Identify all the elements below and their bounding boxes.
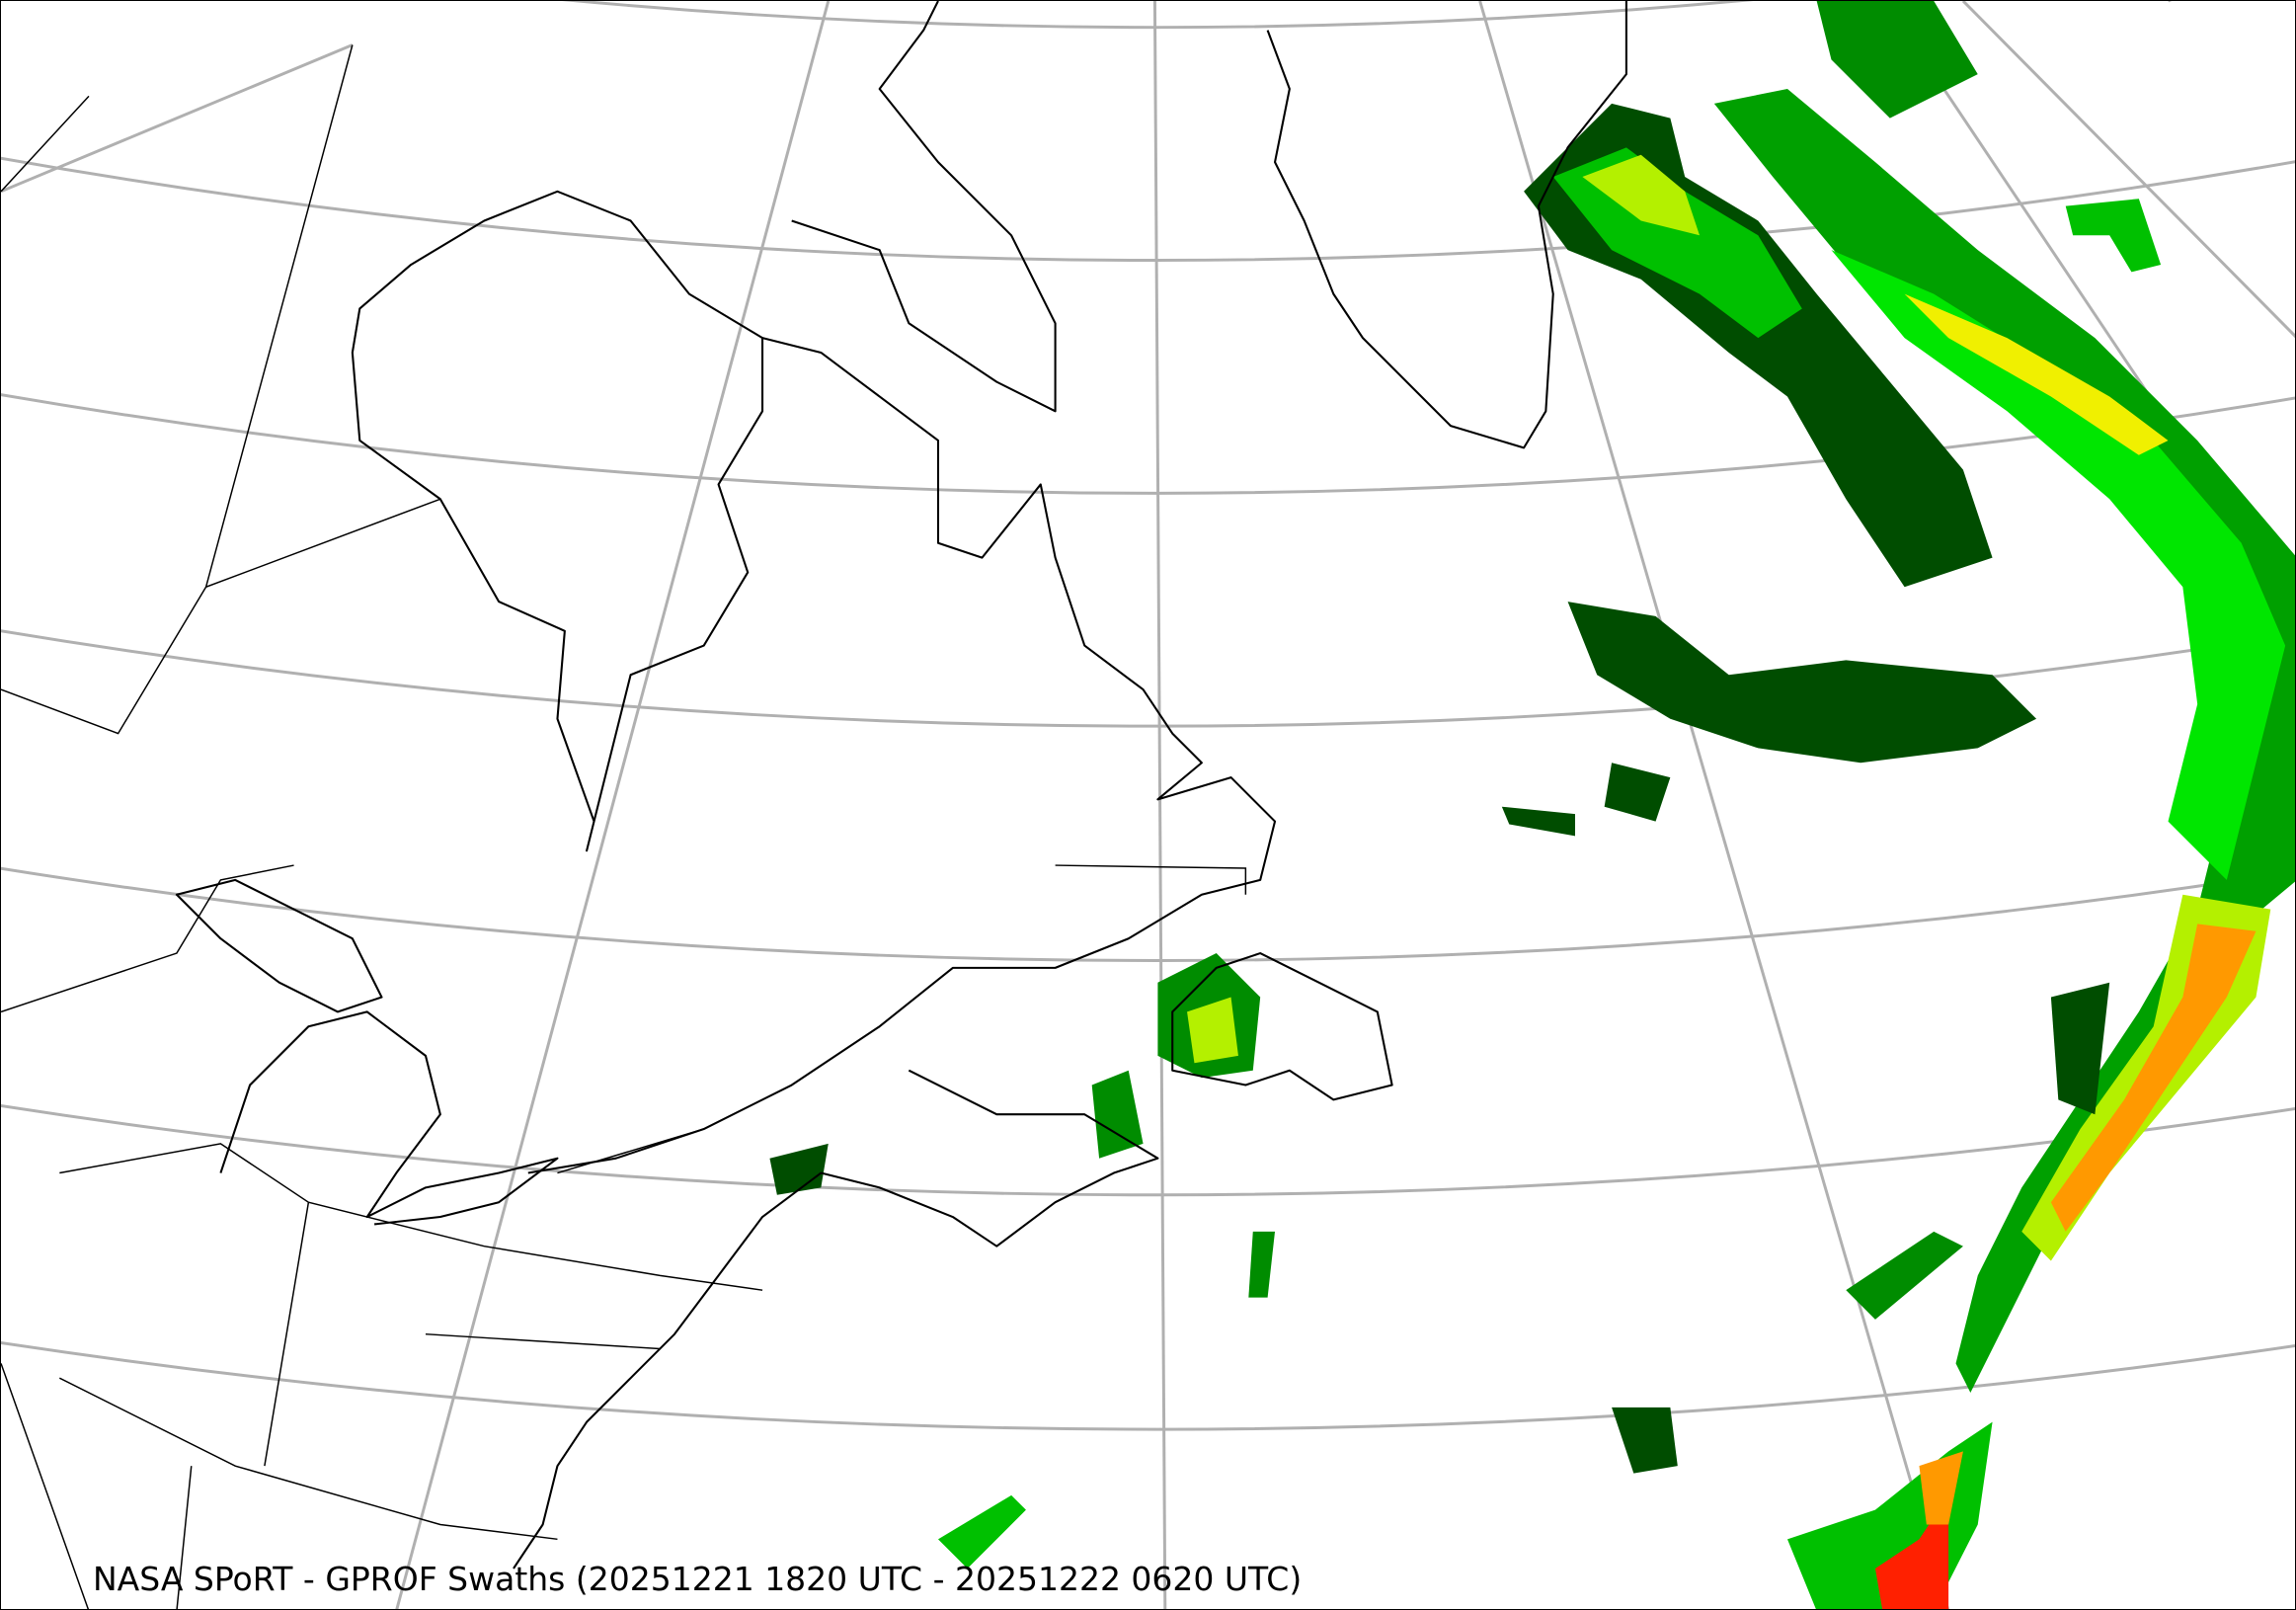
coastline-greenland	[1266, 1, 1627, 449]
precipitation-swaths	[769, 1, 2295, 1609]
precip-south-orange	[2050, 924, 2256, 1232]
coastline-labrador	[527, 337, 1277, 1174]
precip-small-1	[937, 1494, 1026, 1569]
precip-small-4	[2065, 199, 2162, 273]
precip-small-2	[1612, 1407, 1678, 1474]
coastline-hudson-bay	[351, 190, 764, 852]
precip-greenland-yellow	[1582, 154, 1701, 236]
latitude-line	[1, 1101, 2295, 1194]
precip-ns	[1091, 1070, 1144, 1159]
precip-arc-yellow	[1904, 293, 2169, 455]
longitude-line	[1, 43, 354, 194]
coastline-maritimes	[513, 1069, 1159, 1570]
coastlines	[175, 1, 1627, 1570]
precip-newfoundland-core	[1187, 997, 1238, 1064]
coastline-baffin	[791, 1, 1057, 413]
precip-small-9	[1501, 806, 1575, 837]
coastline-great-lakes	[175, 878, 559, 1226]
precip-small-3	[2050, 982, 2110, 1115]
latitude-line	[581, 1, 1734, 28]
longitude-line	[1961, 1, 2295, 339]
precip-se-orange	[1919, 1451, 1963, 1525]
precip-small-8	[1248, 1231, 1276, 1298]
precip-scatter-mid	[1567, 602, 2037, 764]
political-borders	[1, 44, 1247, 1609]
precip-small-5	[769, 1143, 829, 1195]
precip-scatter-mid2	[1604, 763, 1671, 822]
precip-small-7	[1846, 1231, 1963, 1320]
precip-small-6	[1816, 1, 1978, 119]
map-caption: NASA SPoRT - GPROF Swaths (20251221 1820…	[93, 1560, 1303, 1598]
longitude-line	[1478, 1, 1950, 1609]
longitude-line	[1152, 1, 1167, 1609]
coastline-newfoundland	[1171, 952, 1393, 1101]
longitude-line	[395, 1, 831, 1609]
